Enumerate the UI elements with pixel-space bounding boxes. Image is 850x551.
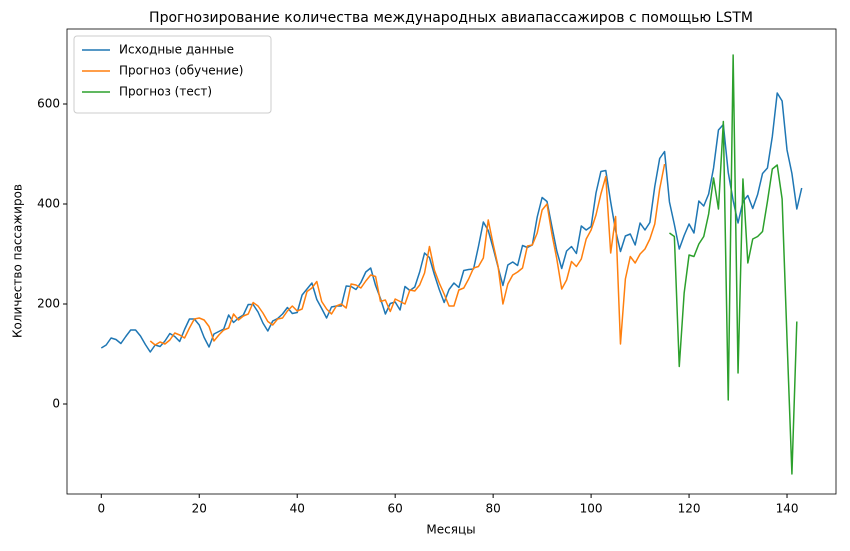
y-tick-label: 600 xyxy=(37,97,60,111)
series-line xyxy=(669,54,798,475)
x-tick-label: 60 xyxy=(388,502,403,516)
x-tick-label: 100 xyxy=(580,502,603,516)
series-line xyxy=(149,163,666,346)
x-axis-label: Месяцы xyxy=(426,523,475,537)
x-tick-label: 40 xyxy=(290,502,305,516)
legend-box xyxy=(73,35,272,114)
y-axis-label: Количество пассажиров xyxy=(11,184,25,338)
x-tick-label: 120 xyxy=(678,502,701,516)
series-line xyxy=(100,92,803,353)
legend-label: Прогноз (тест) xyxy=(119,85,212,99)
y-tick-label: 200 xyxy=(37,297,60,311)
plot-frame xyxy=(66,28,837,495)
x-tick-label: 20 xyxy=(192,502,207,516)
chart-title: Прогнозирование количества международных… xyxy=(149,10,753,26)
legend-label: Исходные данные xyxy=(119,43,234,57)
y-tick-label: 400 xyxy=(37,197,60,211)
x-tick-label: 0 xyxy=(97,502,105,516)
y-tick-label: 0 xyxy=(52,397,60,411)
legend-label: Прогноз (обучение) xyxy=(119,64,243,78)
x-tick-label: 80 xyxy=(485,502,500,516)
x-tick-label: 140 xyxy=(776,502,799,516)
